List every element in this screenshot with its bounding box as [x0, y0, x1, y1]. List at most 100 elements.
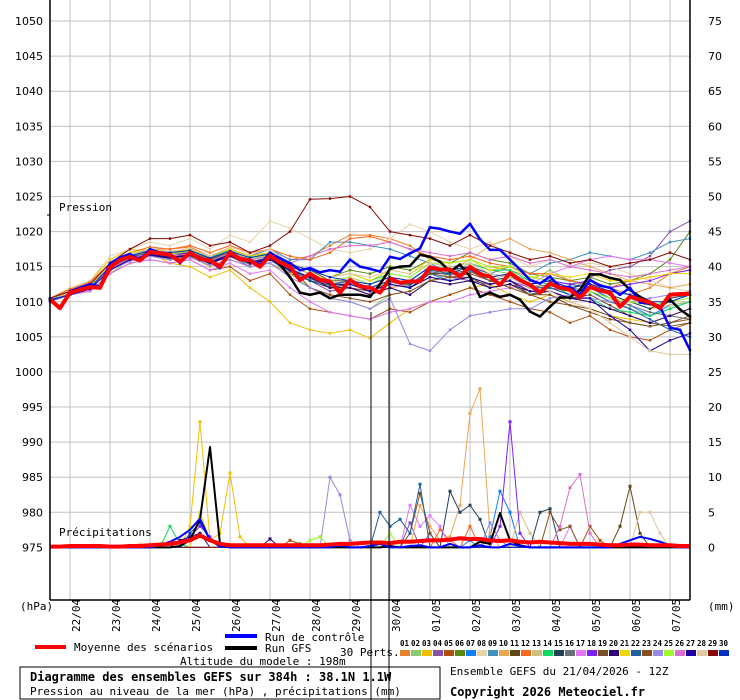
gfs-pressure-line-point	[528, 310, 532, 313]
control-pressure-line-point	[108, 261, 112, 265]
date-tick-label: 30/04	[390, 599, 403, 632]
gfs-pressure-line-point	[378, 283, 382, 286]
member-05-pressure-line-point	[488, 293, 492, 296]
member-01-pressure-line-point	[328, 244, 332, 247]
date-tick-label: 04/05	[550, 599, 563, 632]
control-pressure-line-point	[128, 252, 132, 256]
member-01-pressure-line-point	[368, 233, 372, 237]
gfs-pressure-line-point	[428, 255, 432, 259]
right-tick-label: 65	[708, 85, 722, 98]
member-21-pressure-line-point	[628, 279, 632, 282]
member-18-pressure-line-point	[568, 283, 572, 286]
member-08-pressure-line-point	[448, 240, 452, 244]
member-24-pressure-line-point	[168, 258, 172, 261]
gfs-pressure-line-point	[388, 267, 392, 270]
gfs-pressure-line-point	[498, 295, 502, 299]
member-swatch-20	[609, 650, 619, 656]
gfs-pressure-line-point	[348, 293, 352, 296]
member-number-13: 13	[532, 639, 542, 648]
date-tick-label: 05/05	[590, 599, 603, 632]
member-24-precip-point	[348, 538, 352, 542]
member-number-28: 28	[697, 639, 707, 648]
member-28-pressure-line-point	[528, 286, 532, 289]
member-number-11: 11	[510, 639, 520, 648]
gfs-pressure-line-point	[368, 295, 372, 299]
member-10-precip-point	[448, 535, 452, 539]
member-30-pressure-line-point	[628, 293, 632, 296]
member-23-pressure-line-point	[628, 321, 632, 325]
member-01-pressure-line-point	[348, 233, 352, 237]
member-12-pressure-line-point	[68, 287, 72, 291]
title-box	[19, 666, 441, 700]
left-tick-label: 1015	[15, 261, 43, 274]
member-26-pressure-line-point	[308, 254, 312, 258]
gfs-pressure-line-point	[398, 265, 402, 268]
member-07-precip-point	[498, 489, 502, 493]
member-03-pressure-line-point	[108, 258, 112, 261]
member-17-pressure-line-point	[168, 261, 172, 265]
member-15-precip-point	[468, 503, 472, 507]
control-pressure-line-point	[608, 286, 612, 289]
gfs-pressure-line-point	[618, 278, 622, 282]
member-12-precip-point	[468, 524, 472, 528]
member-10-precip-point	[478, 387, 482, 391]
member-18-precip-point	[508, 420, 512, 424]
gfs-pressure-line-point	[568, 296, 572, 299]
member-26-pressure-line-point	[548, 258, 552, 261]
member-19-pressure-line-point	[548, 293, 552, 296]
date-tick-label: 06/05	[630, 599, 643, 632]
member-12-pressure-line-point	[328, 251, 332, 254]
member-08-pressure-line-point	[348, 251, 352, 254]
member-08-pressure-line-point	[408, 223, 412, 226]
member-23-pressure-line-point	[508, 286, 512, 289]
member-26-pressure-line-point	[388, 240, 392, 244]
gfs-pressure-line-point	[588, 273, 592, 276]
member-03-pressure-line-point	[268, 300, 272, 303]
right-tick-label: 50	[708, 190, 722, 203]
left-axis-unit: (hPa)	[20, 600, 53, 613]
member-23-pressure-line-point	[368, 300, 372, 303]
member-20-precip-point	[268, 537, 272, 541]
member-24-pressure-line-point	[368, 307, 372, 310]
gfs-pressure-line-point	[328, 297, 332, 300]
member-05-precip-point	[598, 538, 602, 542]
member-number-17: 17	[576, 639, 585, 648]
member-14-pressure-line-point	[648, 314, 652, 317]
member-12-pressure-line-point	[488, 261, 492, 265]
member-24-pressure-line-point	[608, 300, 612, 303]
member-10-pressure-line-point	[528, 247, 532, 251]
right-tick-label: 15	[708, 436, 722, 449]
member-08-pressure-line-point	[468, 247, 472, 251]
right-tick-label: 70	[708, 50, 722, 63]
member-22-precip-point	[398, 517, 402, 521]
member-23-pressure-line-point	[588, 311, 592, 314]
member-06-pressure-line-point	[368, 272, 372, 275]
date-tick-label: 03/05	[510, 599, 523, 632]
gfs-pressure-line-point	[478, 295, 482, 299]
member-22-pressure-line-point	[408, 283, 412, 286]
member-20-pressure-line-point	[628, 314, 632, 317]
member-17-pressure-line-point	[608, 254, 612, 258]
member-07-precip-point	[508, 510, 512, 514]
member-22-precip-point	[378, 510, 382, 514]
member-27-pressure-line-point	[168, 256, 172, 259]
member-20-pressure-line-point	[448, 283, 452, 286]
control-pressure-line-point	[508, 258, 512, 261]
member-17-pressure-line-point	[408, 307, 412, 310]
member-swatch-08	[477, 650, 487, 656]
member-23-pressure-line-point	[448, 275, 452, 279]
control-pressure-line-point	[268, 251, 272, 254]
member-01-pressure-line-point	[188, 245, 192, 249]
member-29-pressure-line-point	[308, 198, 312, 201]
control-pressure-line-point	[278, 257, 282, 260]
member-11-precip-point	[628, 484, 632, 488]
member-06-pressure-line-point	[668, 258, 672, 261]
control-pressure-line-point	[328, 268, 332, 272]
member-29-pressure-line-point	[408, 233, 412, 237]
member-28-pressure-line-point	[428, 261, 432, 265]
control-pressure-line-point	[318, 271, 322, 274]
member-29-pressure-line-point	[328, 197, 332, 200]
member-25-precip-point	[308, 538, 312, 542]
member-04-pressure-line-point	[648, 254, 652, 258]
